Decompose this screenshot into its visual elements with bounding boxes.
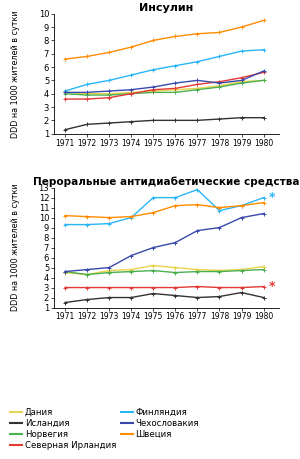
Title: Пероральные антидиабетические средства: Пероральные антидиабетические средства xyxy=(33,176,300,187)
Text: *: * xyxy=(269,280,276,293)
Y-axis label: DDD на 1000 жителей в сутки: DDD на 1000 жителей в сутки xyxy=(11,10,20,138)
Title: Инсулин: Инсулин xyxy=(140,3,194,13)
Text: *: * xyxy=(269,191,276,204)
Legend: Дания, Исландия, Норвегия, Северная Ирландия, Финляндия, Чехословакия, Швеция, : Дания, Исландия, Норвегия, Северная Ирла… xyxy=(10,408,199,450)
Y-axis label: DDD на 1000 жителей в сутки: DDD на 1000 жителей в сутки xyxy=(11,184,20,311)
